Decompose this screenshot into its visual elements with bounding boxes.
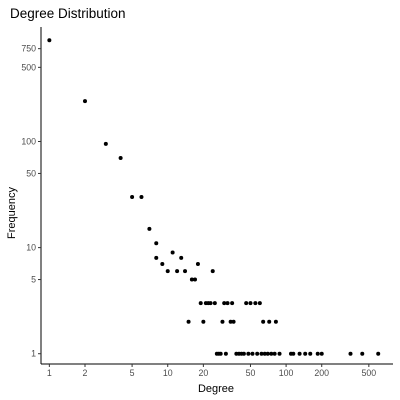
data-point (160, 262, 164, 266)
x-tick-label: 200 (314, 368, 329, 378)
data-point (196, 262, 200, 266)
data-point (246, 352, 250, 356)
data-point (147, 227, 151, 231)
data-point (199, 301, 203, 305)
data-point (266, 352, 270, 356)
data-point (248, 301, 252, 305)
data-point (274, 320, 278, 324)
data-point (250, 352, 254, 356)
chart-title: Degree Distribution (10, 6, 126, 21)
data-point (213, 301, 217, 305)
data-point (360, 352, 364, 356)
y-tick-label: 750 (21, 44, 36, 54)
data-point (226, 301, 230, 305)
data-point (291, 352, 295, 356)
data-point (154, 241, 158, 245)
y-axis-title: Frequency (6, 187, 18, 239)
data-point (175, 269, 179, 273)
data-point (261, 320, 265, 324)
data-point (232, 320, 236, 324)
data-point (209, 301, 213, 305)
data-point (320, 352, 324, 356)
x-tick-label: 10 (163, 368, 173, 378)
y-tick-label: 50 (26, 168, 36, 178)
x-tick-label: 100 (279, 368, 294, 378)
data-point (130, 195, 134, 199)
data-point (119, 156, 123, 160)
x-tick-label: 1 (47, 368, 52, 378)
data-point (179, 256, 183, 260)
y-tick-label: 1 (31, 349, 36, 359)
data-point (193, 278, 197, 282)
data-point (220, 320, 224, 324)
data-point (104, 142, 108, 146)
data-point (258, 301, 262, 305)
data-point (303, 352, 307, 356)
x-tick-label: 500 (361, 368, 376, 378)
data-point (267, 320, 271, 324)
data-point (273, 352, 277, 356)
x-tick-label: 50 (246, 368, 256, 378)
data-point (298, 352, 302, 356)
data-point (83, 99, 87, 103)
data-point (211, 269, 215, 273)
data-point (187, 320, 191, 324)
data-point (171, 250, 175, 254)
data-point (166, 269, 170, 273)
data-point (201, 320, 205, 324)
data-point (139, 195, 143, 199)
data-point (183, 269, 187, 273)
x-tick-label: 2 (83, 368, 88, 378)
y-tick-label: 10 (26, 243, 36, 253)
data-point (349, 352, 353, 356)
data-point (47, 38, 51, 42)
y-tick-label: 100 (21, 137, 36, 147)
data-point (308, 352, 312, 356)
data-point (230, 301, 234, 305)
data-point (242, 352, 246, 356)
x-axis-title: Degree (198, 383, 234, 395)
data-point (224, 352, 228, 356)
data-point (376, 352, 380, 356)
data-point (244, 301, 248, 305)
data-point (219, 352, 223, 356)
data-point (255, 352, 259, 356)
data-point (316, 352, 320, 356)
y-tick-label: 5 (31, 275, 36, 285)
data-point (154, 256, 158, 260)
data-point (253, 301, 257, 305)
y-tick-label: 500 (21, 62, 36, 72)
x-tick-label: 5 (130, 368, 135, 378)
x-tick-label: 20 (198, 368, 208, 378)
data-point (278, 352, 282, 356)
